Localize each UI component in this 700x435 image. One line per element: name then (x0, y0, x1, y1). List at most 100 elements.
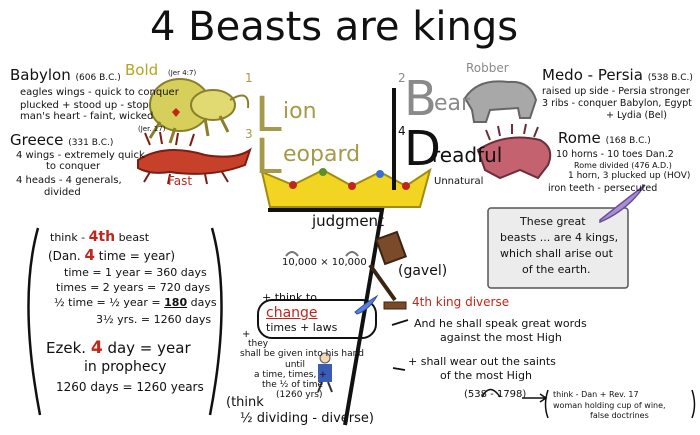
babylon-date: (606 B.C.) (75, 73, 121, 83)
babylon-desc3: man's heart - faint, wicked (20, 111, 154, 122)
scroll-line3: which shall arise out (500, 247, 613, 260)
ezek-label: Ezek. (46, 339, 87, 357)
unnatural-label: Unnatural (434, 176, 484, 187)
feather-drawing (599, 184, 646, 224)
figure-drawing (317, 352, 333, 393)
angel-icons (285, 251, 359, 257)
leopard-number: 3 (245, 127, 253, 141)
greece-date: (331 B.C.) (68, 138, 114, 148)
number-seven-stroke (268, 208, 385, 426)
right-bracket (208, 227, 223, 416)
babylon-name: Babylon (606 B.C.) (10, 66, 121, 84)
ezek-rule: Ezek. 4 day = year (46, 339, 191, 358)
dan-rest: time = year) (98, 249, 176, 263)
greece-name: Greece (331 B.C.) (10, 131, 114, 149)
medo-persia-label: Medo - Persia (542, 66, 643, 84)
rome-desc4: iron teeth - persecuted (548, 183, 658, 194)
scroll-line2: beasts ... are 4 kings, (500, 231, 619, 244)
dan-open: (Dan. (48, 249, 81, 263)
woman-line: woman holding cup of wine, (553, 401, 666, 410)
lion-word: ion (283, 99, 317, 124)
scroll-line4: of the earth. (522, 263, 591, 276)
medo-persia-desc1: raised up side - Persia stronger (542, 86, 690, 97)
lion-initial: L (255, 87, 282, 143)
dreadful-word: readful (432, 143, 503, 167)
babylon-desc2: plucked + stood up - stop (20, 100, 149, 111)
prophecy-label: in prophecy (84, 359, 167, 375)
change-label: change (266, 305, 318, 321)
rev-number: 17 (628, 390, 639, 399)
fourth-label: 4th (88, 229, 116, 245)
change-bubble (257, 299, 377, 339)
lion-drawing (148, 78, 250, 144)
given-line1: shall be given into his hand (240, 349, 365, 359)
gavel-label: (gavel) (398, 263, 448, 279)
time-line4: 3½ yrs. = 1260 days (96, 313, 212, 326)
medo-persia-date: (538 B.C.) (647, 73, 693, 83)
greece-desc2: to conquer (46, 161, 101, 172)
judgment-label: judgment (312, 212, 384, 230)
think2-label: (think (226, 395, 264, 410)
rome-desc1: 10 horns - 10 toes Dan.2 (556, 149, 674, 160)
wear-line1: + shall wear out the saints (408, 355, 556, 368)
rome-desc2: Rome divided (476 A.D.) (574, 161, 672, 170)
medo-persia-name: Medo - Persia (538 B.C.) (542, 66, 693, 84)
time-line2: times = 2 years = 720 days (56, 281, 211, 294)
time-line3: ½ time = ½ year = 180 days (54, 297, 217, 309)
time-line1: time = 1 year = 360 days (64, 266, 207, 279)
range-label: (538 - 1798) (464, 389, 527, 400)
wear-line2: of the most High (440, 369, 532, 382)
plus-label: + (242, 329, 251, 340)
greece-desc1: 4 wings - extremely quick (16, 150, 145, 161)
count-b: 10,000 (331, 257, 367, 268)
rome-name: Rome (168 B.C.) (558, 130, 651, 147)
babylon-label: Babylon (10, 66, 71, 84)
false-doctrines: false doctrines (590, 411, 649, 420)
medo-persia-desc2: 3 ribs - conquer Babylon, Egypt (542, 98, 692, 109)
babylon-ref2: (Jer. 17) (138, 125, 166, 133)
count-a: 10,000 (282, 257, 317, 268)
days-years: 1260 days = 1260 years (56, 380, 204, 394)
scroll-line1: These great (520, 215, 586, 228)
quill-icon (354, 294, 379, 315)
bear-initial: B (404, 71, 437, 127)
count-times: × (320, 257, 329, 268)
greece-desc3: 4 heads - 4 generals, (16, 175, 122, 186)
bear-word: ear (434, 91, 471, 116)
ezek-rest: day = year (107, 339, 191, 357)
diverse-label: 4th king diverse (412, 295, 510, 309)
dan-num: 4 (84, 246, 95, 264)
bear-drawing (463, 80, 538, 123)
think-label: think - (50, 231, 86, 244)
l3a: ½ time = ½ year = (54, 296, 161, 309)
until-label: until (285, 360, 305, 370)
l3b: 180 (164, 296, 188, 309)
times-laws-label: times + laws (266, 321, 338, 334)
rome-date: (168 B.C.) (605, 136, 651, 146)
think-to-label: + think to (262, 291, 317, 304)
rome-desc3: 1 horn, 3 plucked up (HOV) (568, 171, 691, 181)
greece-label: Greece (10, 131, 64, 149)
speak-line2: against the most High (440, 331, 562, 344)
speak-line1: And he shall speak great words (414, 317, 587, 330)
bear-number: 2 (398, 71, 406, 85)
page-title: 4 Beasts are kings (150, 4, 519, 50)
dividing-label: ½ dividing - diverse) (240, 411, 374, 426)
babylon-ref1: (Jer 4:7) (168, 69, 197, 77)
bottom-think: think - Dan + Rev. 17 (553, 390, 639, 399)
given-line2: a time, times, + (254, 370, 327, 380)
dreadful-number: 4 (398, 124, 406, 138)
fast-label: Fast (168, 174, 193, 188)
greece-desc4: divided (44, 187, 81, 198)
medo-persia-desc3: + Lydia (Bel) (606, 110, 667, 121)
beast-label: beast (118, 231, 150, 244)
babylon-desc1: eagles wings - quick to conquer (20, 87, 179, 98)
think-fourth-beast: think - 4th beast (50, 230, 149, 245)
think-dan: think - Dan (553, 390, 598, 399)
robber-label: Robber (466, 61, 509, 75)
dan-rule: (Dan. 4 time = year) (48, 246, 176, 264)
leopard-initial: L (255, 129, 282, 185)
dreadful-beast-drawing (476, 123, 552, 180)
l3c: days (190, 296, 217, 309)
